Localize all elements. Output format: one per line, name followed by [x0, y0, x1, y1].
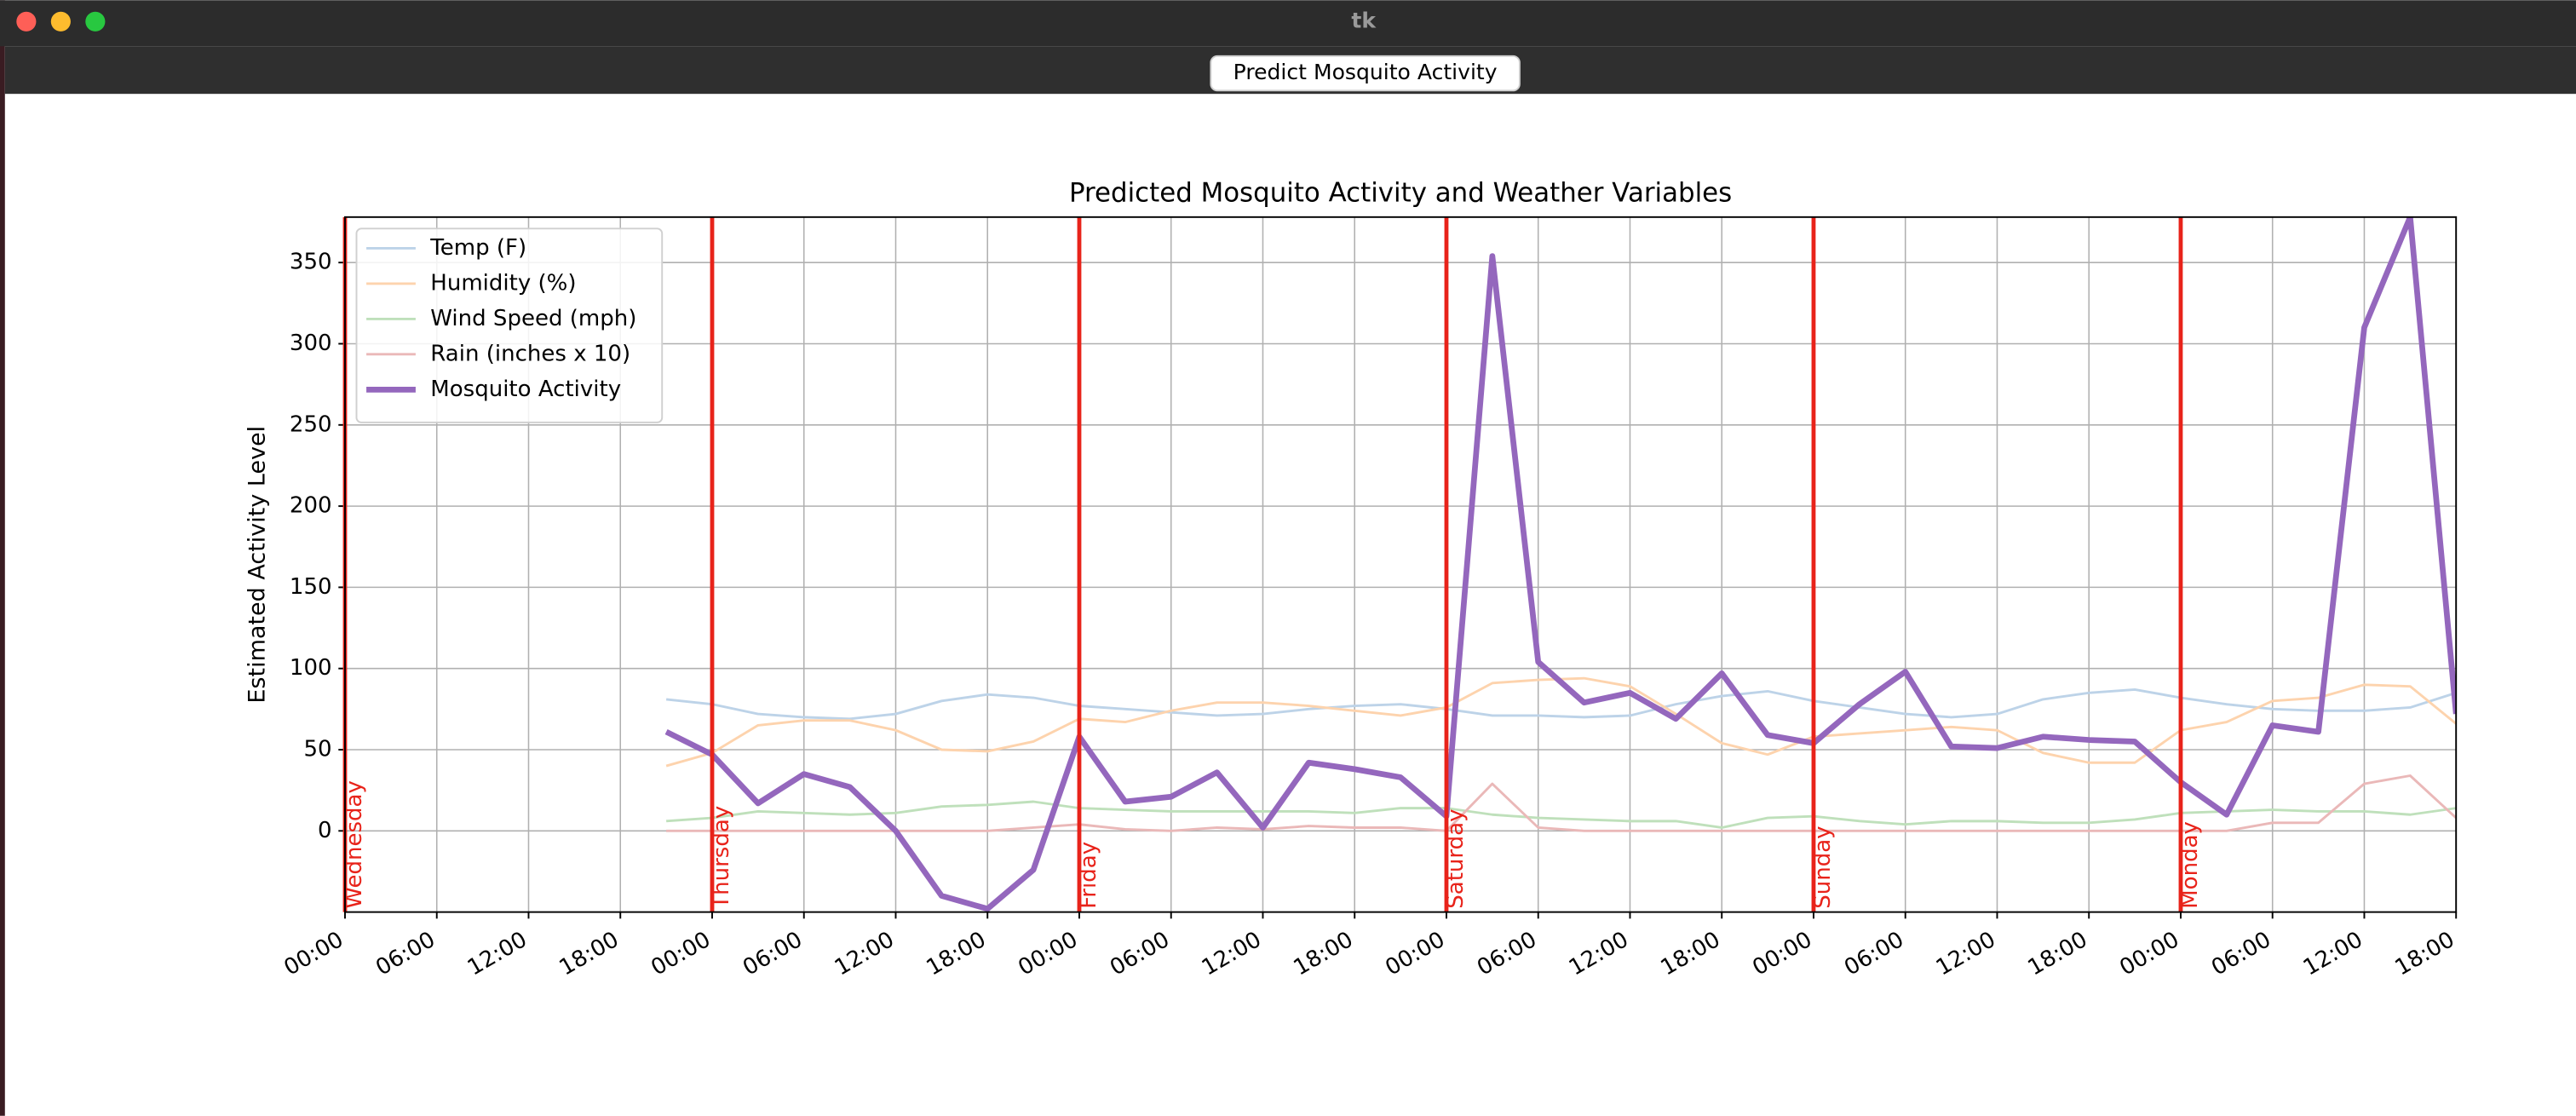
chart-title: Predicted Mosquito Activity and Weather … — [1069, 177, 1732, 208]
y-tick-label: 50 — [303, 737, 331, 762]
y-tick-label: 0 — [318, 818, 332, 843]
day-marker-label: Saturday — [1443, 808, 1469, 908]
y-tick-label: 100 — [290, 655, 332, 681]
close-button[interactable] — [16, 11, 37, 32]
window-title: tk — [1351, 8, 1377, 32]
legend-box — [355, 227, 664, 423]
y-tick-label: 350 — [290, 250, 332, 275]
legend-label: Rain (inches x 10) — [430, 341, 630, 366]
legend-label: Humidity (%) — [430, 270, 576, 296]
plot-frame — [344, 216, 2458, 913]
legend-label: Mosquito Activity — [430, 377, 621, 402]
day-marker-label: Thursday — [709, 806, 734, 910]
predict-button[interactable] — [1210, 55, 1521, 92]
series-line — [664, 216, 2457, 912]
title-bar — [0, 0, 2576, 47]
window-edge — [0, 0, 5, 1116]
legend-label: Wind Speed (mph) — [430, 306, 636, 331]
series-line — [666, 800, 2457, 829]
legend: Temp (F) Humidity (%) Wind Speed (mph) Rain… — [355, 227, 664, 423]
day-marker-label: Monday — [2177, 821, 2203, 909]
day-marker-label: Sunday — [1810, 825, 1836, 908]
day-marker-label: Wednesday — [342, 780, 367, 909]
legend-label: Temp (F) — [429, 235, 526, 261]
y-tick-label: 200 — [290, 493, 332, 519]
zoom-button[interactable] — [85, 11, 106, 32]
y-axis-label: Estimated Activity Level — [244, 426, 270, 704]
series-line — [665, 688, 2457, 721]
y-tick-label: 300 — [290, 331, 332, 356]
day-marker-label: Friday — [1076, 842, 1101, 909]
predict-button-label[interactable]: Predict Mosquito Activity — [1233, 60, 1498, 84]
series-line — [666, 774, 2457, 832]
y-tick-label: 150 — [290, 574, 332, 600]
y-tick-label: 250 — [290, 411, 332, 437]
minimize-button[interactable] — [50, 11, 71, 32]
